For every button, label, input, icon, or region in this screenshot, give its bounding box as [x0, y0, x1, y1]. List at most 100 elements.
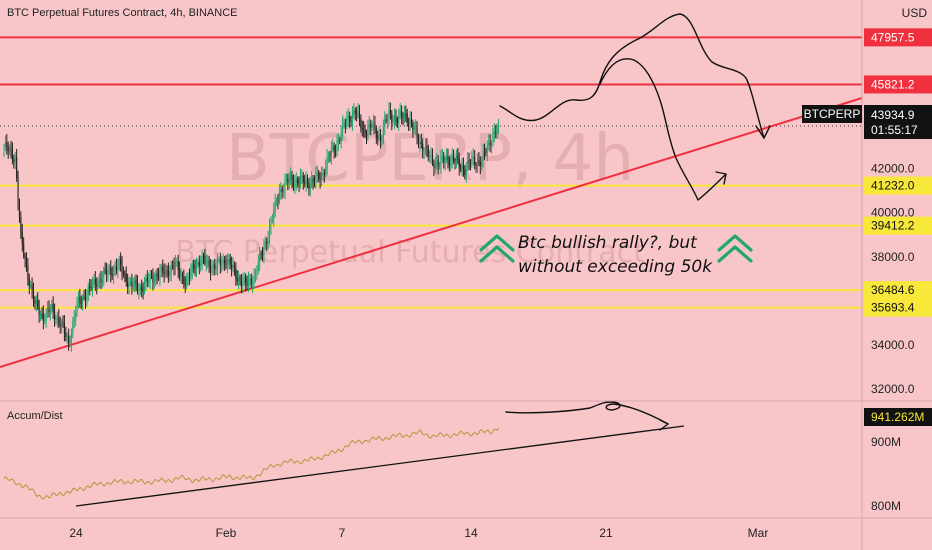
- candle-body: [301, 175, 303, 177]
- candle-body: [52, 304, 54, 312]
- candle-body: [361, 127, 363, 130]
- candle-body: [209, 266, 212, 273]
- candle-body: [55, 318, 57, 320]
- candle-body: [292, 180, 294, 187]
- candle-body: [69, 343, 71, 345]
- indicator-tick-900m: 900M: [871, 435, 901, 449]
- candle-body: [365, 134, 368, 136]
- price-tag-bg: [864, 105, 932, 139]
- candle-body: [468, 160, 470, 163]
- candle-body: [271, 219, 273, 221]
- candle-body: [200, 263, 202, 266]
- candle-body: [169, 273, 171, 277]
- candle-body: [207, 260, 209, 263]
- candle-body: [281, 188, 283, 193]
- candle-body: [117, 266, 119, 270]
- candle-body: [107, 270, 109, 275]
- accum-dist-line: [3, 427, 500, 500]
- level-badge-0: 47957.5: [871, 30, 915, 44]
- candle-body: [440, 157, 442, 166]
- candle-body: [392, 121, 394, 123]
- candle-body: [277, 200, 279, 202]
- candle-body: [228, 258, 230, 262]
- bar-countdown: 01:55:17: [871, 123, 918, 137]
- level-badge-4: 36484.6: [871, 283, 915, 297]
- candle-body: [47, 308, 49, 312]
- candle-body: [211, 267, 213, 273]
- candle-body: [413, 128, 415, 130]
- candle-body: [270, 220, 272, 227]
- candle-body: [65, 332, 67, 337]
- candle-body: [163, 271, 165, 275]
- chevron-up-icon-0: [479, 234, 515, 252]
- candle-body: [124, 273, 126, 275]
- candle-body: [51, 304, 53, 310]
- candle-body: [448, 160, 450, 166]
- candle-body: [284, 181, 286, 191]
- candle-body: [87, 286, 89, 296]
- candle-body: [139, 286, 141, 290]
- candle-body: [313, 181, 316, 183]
- candle-body: [25, 259, 28, 267]
- candle-body: [387, 118, 389, 121]
- candle-body: [336, 142, 338, 151]
- candle-body: [453, 156, 455, 161]
- candle-body: [490, 143, 493, 146]
- indicator-value: 941.262M: [871, 410, 924, 424]
- candle-body: [257, 262, 259, 272]
- candle-body: [398, 115, 400, 123]
- level-badge-bg-5: [864, 298, 932, 317]
- candle-body: [6, 142, 8, 148]
- candle-body: [419, 142, 421, 144]
- candle-body: [443, 157, 445, 163]
- candle-body: [344, 123, 346, 126]
- candle-body: [396, 119, 398, 123]
- candle-body: [240, 280, 242, 286]
- candle-body: [148, 280, 150, 282]
- candle-body: [205, 262, 207, 264]
- candle-body: [191, 264, 193, 272]
- candle-body: [194, 268, 196, 270]
- candle-body: [27, 266, 29, 280]
- candle-body: [135, 280, 137, 284]
- candle-body: [276, 200, 278, 202]
- candle-body: [315, 175, 317, 182]
- candle-body: [364, 129, 366, 135]
- time-tick: 24: [69, 526, 83, 540]
- candle-body: [30, 285, 32, 287]
- candle-body: [219, 259, 221, 266]
- candle-body: [141, 286, 143, 291]
- accum-projection-arrow: [659, 419, 669, 431]
- chevron-up-icon-0: [717, 234, 753, 252]
- candle-body: [408, 122, 410, 124]
- candle-body: [446, 156, 448, 161]
- candle-body: [358, 111, 361, 118]
- candle-body: [72, 321, 74, 334]
- candle-body: [311, 178, 313, 185]
- candle-body: [173, 265, 175, 269]
- candle-body: [217, 259, 219, 268]
- candle-body: [476, 160, 479, 166]
- level-badge-1: 45821.2: [871, 77, 915, 91]
- candle-body: [152, 276, 154, 283]
- candle-body: [436, 161, 438, 164]
- candle-body: [193, 264, 195, 269]
- candle-body: [416, 127, 418, 138]
- candle-body: [190, 271, 192, 278]
- candle-body: [298, 183, 300, 185]
- price-tick: 40000.0: [871, 206, 915, 220]
- candle-body: [379, 135, 382, 141]
- candle-body: [225, 262, 227, 266]
- candle-body: [417, 137, 420, 144]
- candle-body: [73, 318, 75, 322]
- candle-body: [469, 162, 472, 164]
- candle-body: [312, 178, 314, 182]
- candle-body: [4, 142, 6, 147]
- candle-body: [447, 156, 449, 161]
- candle-body: [256, 271, 258, 273]
- candle-body: [111, 274, 113, 277]
- candle-body: [221, 264, 223, 266]
- candle-body: [410, 119, 412, 123]
